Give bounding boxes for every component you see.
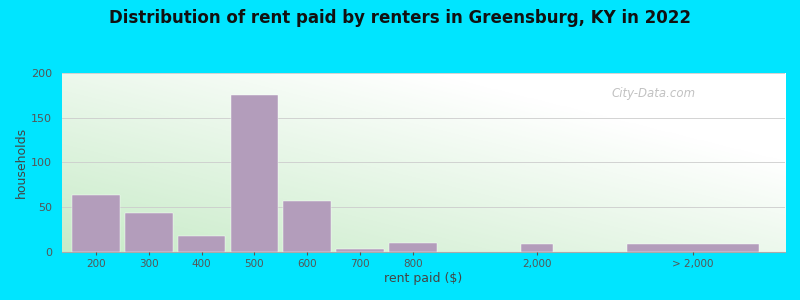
Bar (230, 95, 278, 252)
Bar (178, 236, 226, 252)
Bar (336, 249, 384, 252)
Bar (125, 213, 173, 252)
Bar (72, 195, 120, 252)
Text: City-Data.com: City-Data.com (611, 87, 695, 100)
Text: Distribution of rent paid by renters in Greensburg, KY in 2022: Distribution of rent paid by renters in … (109, 9, 691, 27)
Bar (389, 243, 437, 252)
Bar (626, 244, 758, 252)
Bar (521, 244, 553, 252)
Bar (283, 201, 331, 252)
Y-axis label: households: households (15, 127, 28, 198)
X-axis label: rent paid ($): rent paid ($) (384, 272, 462, 285)
